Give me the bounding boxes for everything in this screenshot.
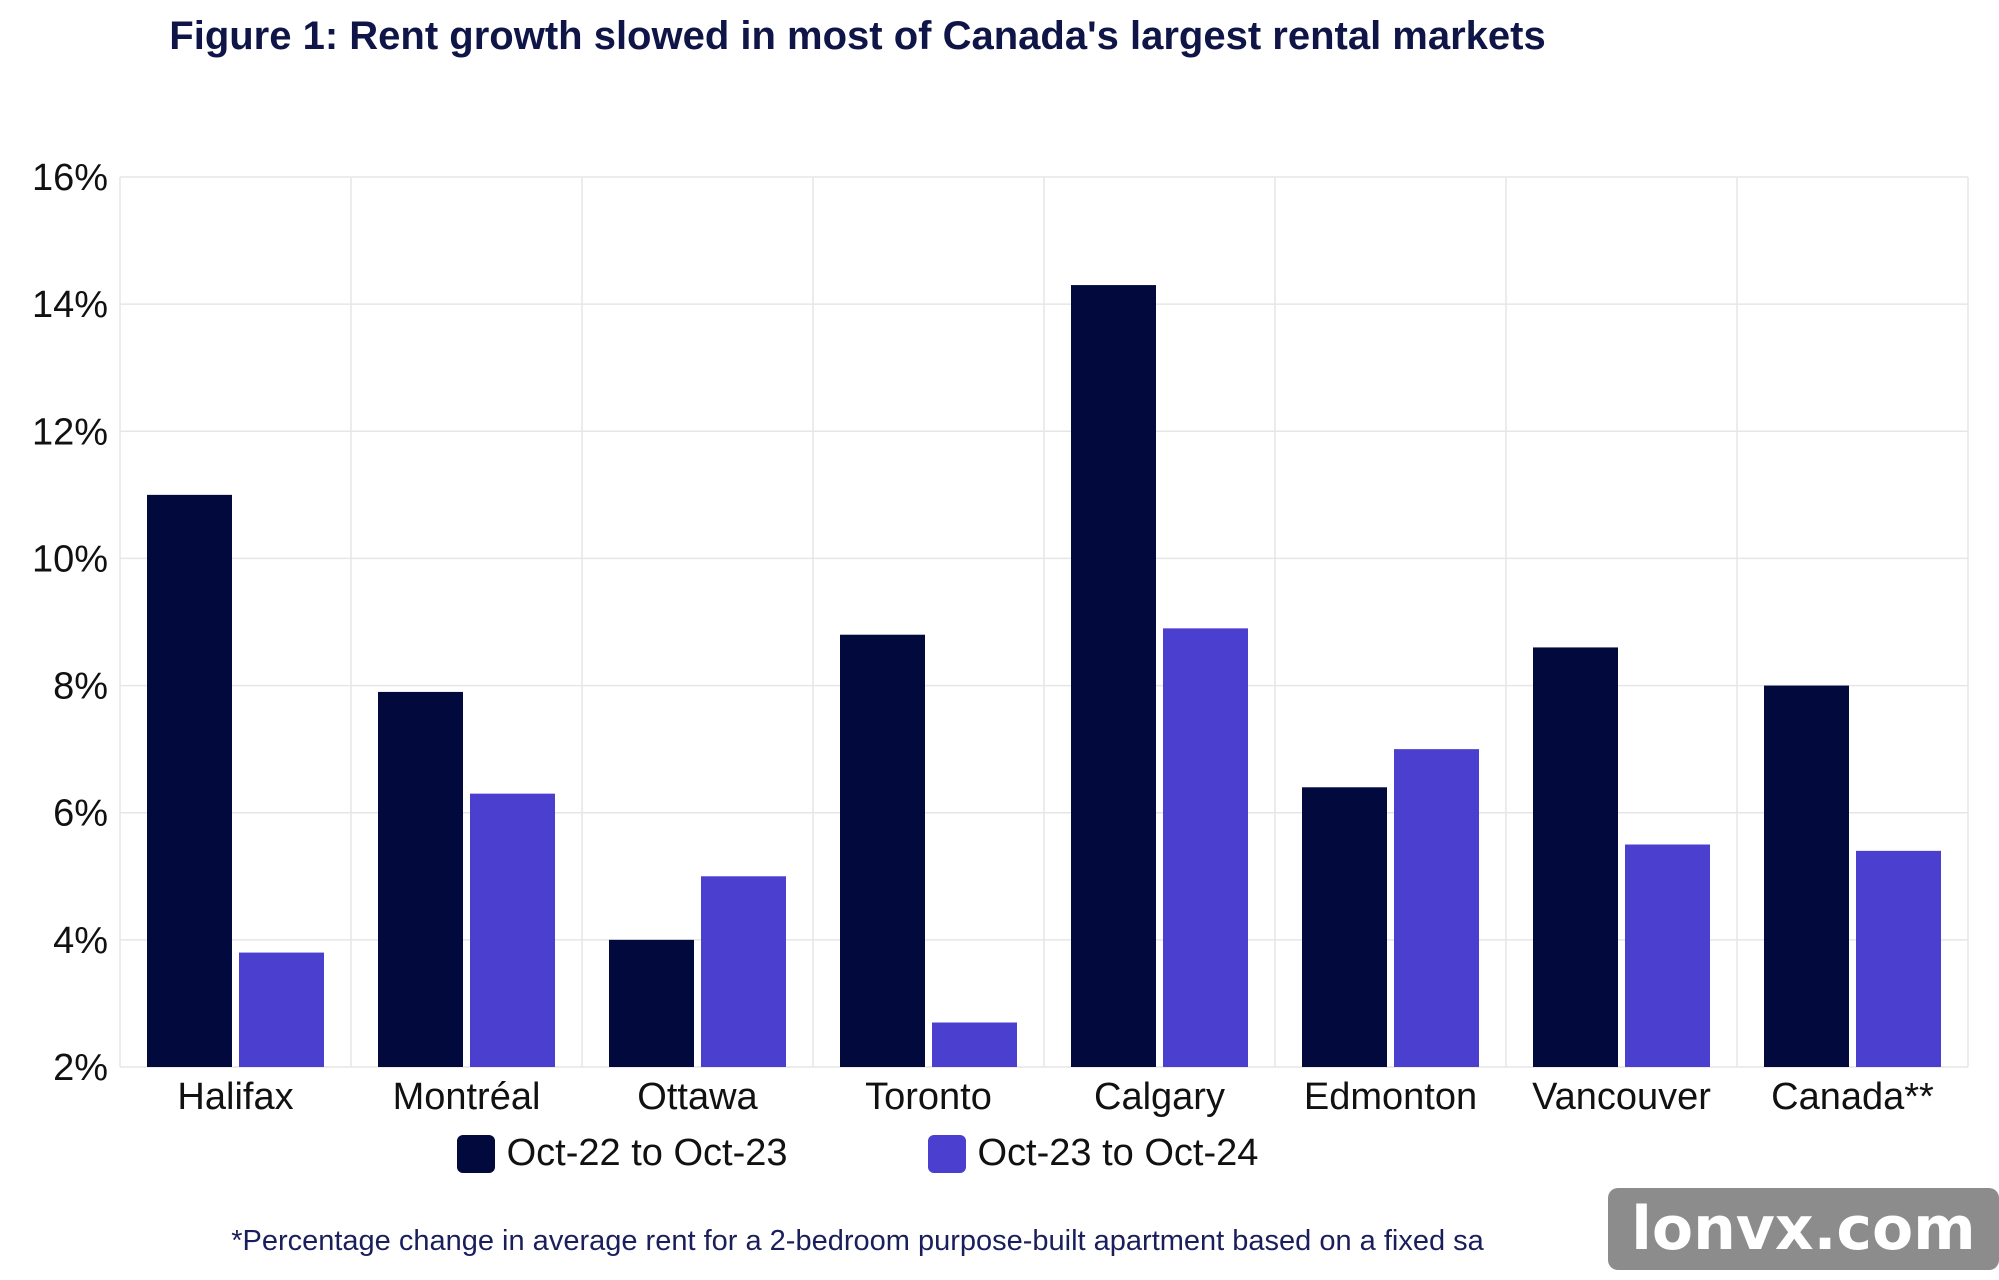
- chart-title: Figure 1: Rent growth slowed in most of …: [169, 14, 1546, 58]
- bar-series-2: [239, 952, 324, 1067]
- bar-series-2: [1394, 749, 1479, 1067]
- legend: Oct-22 to Oct-23 Oct-23 to Oct-24: [0, 1132, 1715, 1175]
- bar-series-2: [1856, 850, 1941, 1067]
- bar-series-1: [1302, 787, 1387, 1067]
- bar-series-1: [147, 494, 232, 1067]
- legend-item-series-2: Oct-23 to Oct-24: [927, 1132, 1259, 1175]
- bar-series-2: [701, 876, 786, 1067]
- footnote: *Percentage change in average rent for a…: [231, 1225, 1484, 1257]
- bar-series-1: [1533, 647, 1618, 1067]
- legend-label-series-2: Oct-23 to Oct-24: [977, 1132, 1259, 1174]
- bar-series-2: [932, 1022, 1017, 1067]
- bar-series-1: [609, 939, 694, 1067]
- watermark: lonvx.com: [1608, 1188, 1999, 1270]
- y-tick-label: 8%: [53, 666, 108, 708]
- y-tick-label: 4%: [53, 920, 108, 962]
- y-tick-label: 12%: [32, 411, 108, 453]
- y-tick-label: 6%: [53, 793, 108, 835]
- legend-label-series-1: Oct-22 to Oct-23: [506, 1132, 788, 1174]
- x-tick-label: Montréal: [393, 1076, 541, 1118]
- x-tick-label: Toronto: [865, 1076, 992, 1118]
- x-tick-label: Ottawa: [637, 1076, 758, 1118]
- bar-series-2: [470, 793, 555, 1067]
- x-tick-label: Canada**: [1771, 1076, 1934, 1118]
- bar-series-2: [1163, 628, 1248, 1067]
- legend-item-series-1: Oct-22 to Oct-23: [456, 1132, 788, 1175]
- x-tick-label: Halifax: [177, 1076, 293, 1118]
- y-tick-label: 10%: [32, 538, 108, 580]
- bar-series-1: [840, 634, 925, 1067]
- x-tick-label: Vancouver: [1532, 1076, 1711, 1118]
- legend-swatch-series-2: [927, 1134, 966, 1173]
- bar-series-1: [378, 691, 463, 1067]
- y-tick-label: 14%: [32, 284, 108, 326]
- bar-series-1: [1071, 285, 1156, 1068]
- x-tick-label: Edmonton: [1304, 1076, 1477, 1118]
- bar-series-1: [1764, 685, 1849, 1067]
- legend-swatch-series-1: [456, 1134, 495, 1173]
- bar-series-2: [1625, 844, 1710, 1067]
- y-tick-label: 16%: [32, 157, 108, 199]
- x-tick-label: Calgary: [1094, 1076, 1225, 1118]
- y-tick-label: 2%: [53, 1047, 108, 1089]
